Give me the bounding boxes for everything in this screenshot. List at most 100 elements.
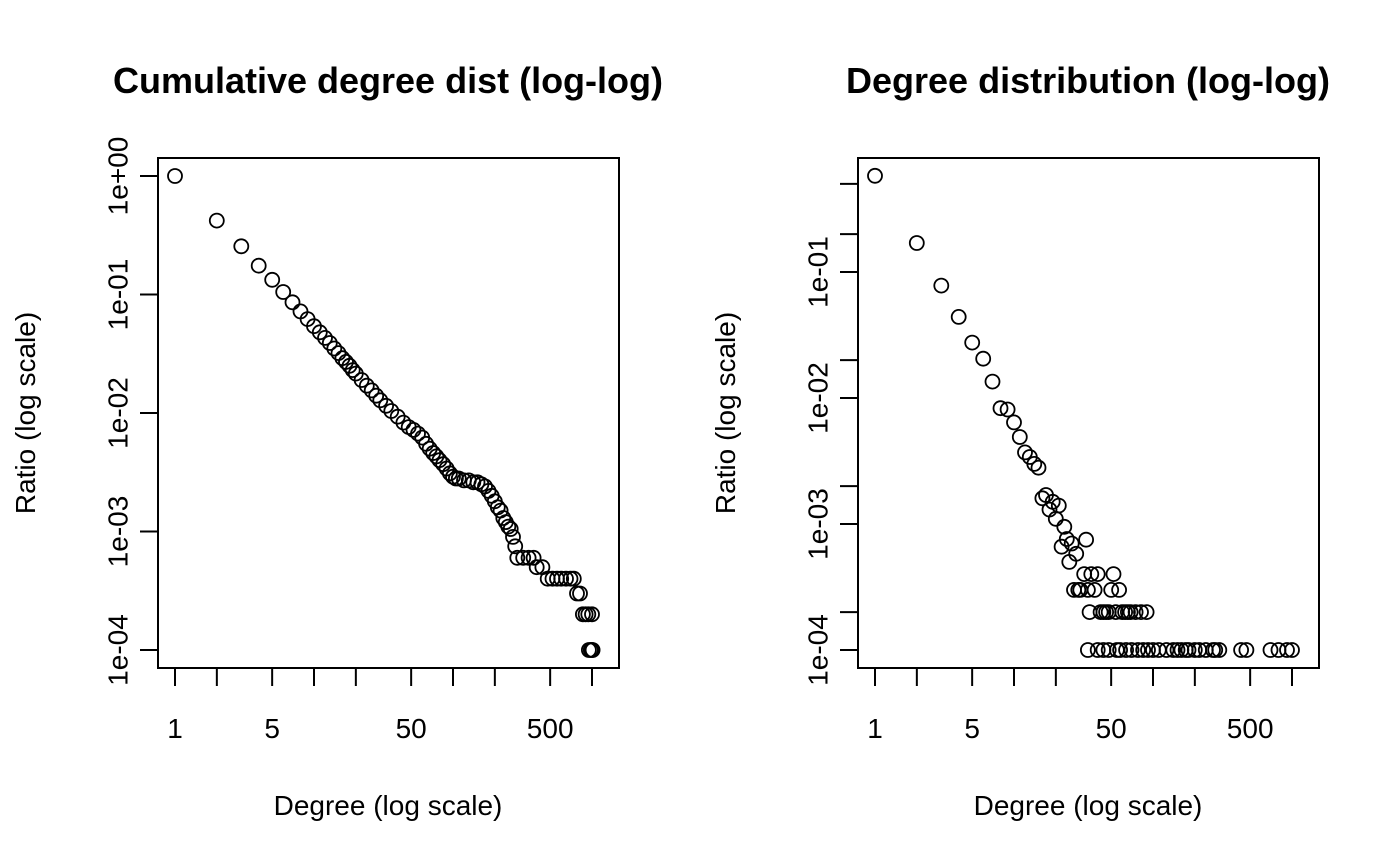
data-point [1017,444,1033,461]
data-point [500,518,517,535]
data-point [405,421,422,438]
data-point [1169,642,1186,658]
data-point [992,400,1009,417]
y-axis: 1e-04 1e-03 1e-02 1e-01 1e+00 [102,137,159,686]
data-point [358,377,375,394]
data-point [1080,642,1096,658]
data-point [1100,642,1117,658]
data-point [1034,490,1051,507]
data-point [1122,604,1139,620]
data-point [353,372,370,388]
data-point [507,538,524,555]
data-point [565,570,582,587]
data-point [569,585,585,602]
data-point [284,294,301,311]
y-tick-label: 1e-03 [102,496,133,568]
data-point [999,401,1016,418]
data-point [1211,642,1228,658]
data-point [1105,566,1122,582]
data-point [389,408,406,425]
data-point [1165,642,1182,658]
x-axis-label: Degree (log scale) [974,790,1203,821]
y-axis-label: Ratio (log scale) [710,312,741,514]
data-point [520,549,537,566]
data-point [1284,642,1300,658]
data-point [208,212,225,229]
data-point [1118,642,1134,658]
data-point [502,521,519,537]
data-point [572,585,588,602]
data-point [1180,642,1197,658]
data-point [1030,459,1047,476]
data-point [326,340,343,357]
data-point [964,334,981,351]
data-point [1233,642,1249,658]
data-point [950,308,967,325]
y-tick-label: 1e-02 [102,377,133,449]
data-point [1130,642,1146,658]
y-axis-label: Ratio (log scale) [10,312,41,514]
data-point [1270,642,1287,658]
data-point [1058,531,1075,547]
data-point [509,549,526,566]
x-axis-label: Degree (log scale) [274,790,503,821]
data-point [1112,642,1128,658]
data-point [372,392,389,409]
data-point [1063,535,1080,552]
data-point [1089,642,1106,658]
chart-title: Degree distribution (log-log) [846,60,1330,101]
panel-degree-distribution: Degree distribution (log-log) Degree (lo… [710,60,1330,821]
data-point [984,373,1001,390]
data-point [867,167,883,184]
data-point [1186,642,1203,658]
y-tick-label: 1e-04 [802,614,833,686]
data-point [1238,642,1255,658]
data-point [1138,604,1155,620]
data-point [1056,518,1073,535]
data-point [515,549,532,566]
x-tick-label: 1 [867,713,883,744]
x-tick-label: 500 [527,713,574,744]
x-tick-label: 5 [264,713,280,744]
data-point [1050,497,1067,514]
data-point [558,570,574,587]
y-tick-label: 1e+00 [102,137,133,216]
x-axis: 1 5 50 500 [867,667,1293,744]
chart-title: Cumulative degree dist (log-log) [113,60,663,101]
data-point [1135,642,1152,658]
data-point [167,168,183,184]
data-point [317,329,333,346]
data-point [1140,642,1156,658]
data-point [410,425,426,442]
data-point [1133,604,1149,620]
data-points [867,167,1300,658]
data-point [1086,582,1103,598]
data-point [1111,582,1127,598]
data-point [495,510,512,526]
data-point [584,642,601,658]
data-point [233,238,250,255]
data-point [528,559,545,576]
y-tick-label: 1e-01 [802,236,833,308]
data-point [1078,531,1094,548]
data-points [167,168,601,658]
data-point [1083,566,1100,582]
data-point [368,387,385,404]
data-point [395,414,412,431]
data-point [1011,429,1028,445]
x-tick-label: 50 [1096,713,1127,744]
data-point [525,549,542,566]
data-point [1026,455,1043,472]
x-tick-label: 50 [396,713,427,744]
data-point [275,284,292,300]
data-point [1207,642,1224,658]
data-point [1103,582,1120,598]
data-point [378,397,395,414]
y-tick-label: 1e-01 [102,259,133,331]
data-point [584,606,600,623]
data-point [505,529,521,545]
data-point [580,606,597,623]
data-point [1080,582,1096,598]
data-point [1123,642,1140,658]
data-point [908,235,925,251]
